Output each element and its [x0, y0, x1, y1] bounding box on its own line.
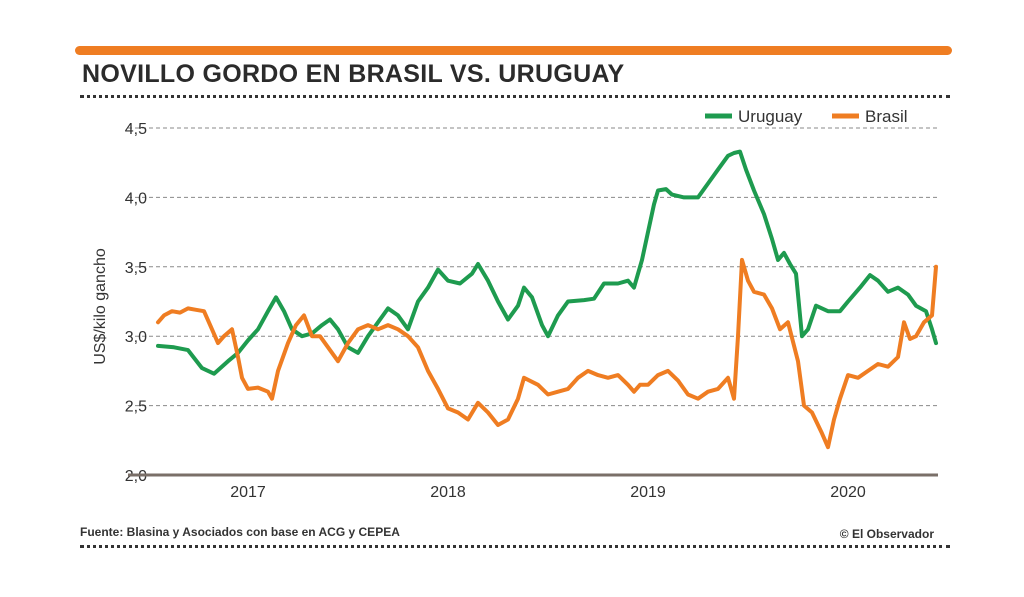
footer-divider [80, 545, 950, 548]
series-line-brasil [156, 257, 938, 450]
legend-label-uruguay: Uruguay [738, 107, 803, 126]
credit-note: © El Observador [839, 527, 934, 541]
y-axis-title: US$/kilo gancho [92, 248, 109, 365]
title-divider [80, 95, 950, 98]
series-line-uruguay [156, 149, 938, 376]
legend: Uruguay Brasil [705, 107, 908, 126]
legend-label-brasil: Brasil [865, 107, 908, 126]
x-tick-label: 2019 [630, 484, 666, 501]
y-tick-label: 3,0 [125, 329, 147, 346]
source-note: Fuente: Blasina y Asociados con base en … [80, 525, 400, 539]
x-tick-label: 2020 [830, 484, 866, 501]
gridlines [128, 127, 938, 407]
series-lines [156, 149, 938, 450]
accent-bar [75, 46, 952, 55]
y-tick-label: 2,5 [125, 399, 147, 416]
x-axis-ticks: 2017 2018 2019 2020 [230, 484, 866, 501]
y-tick-label: 3,5 [125, 260, 147, 277]
x-tick-label: 2017 [230, 484, 266, 501]
y-axis-ticks: 2,02,53,03,54,04,5 [125, 121, 147, 485]
y-tick-label: 4,5 [125, 121, 147, 138]
chart-title: NOVILLO GORDO EN BRASIL VS. URUGUAY [82, 60, 625, 88]
y-tick-label: 4,0 [125, 190, 147, 207]
x-tick-label: 2018 [430, 484, 466, 501]
